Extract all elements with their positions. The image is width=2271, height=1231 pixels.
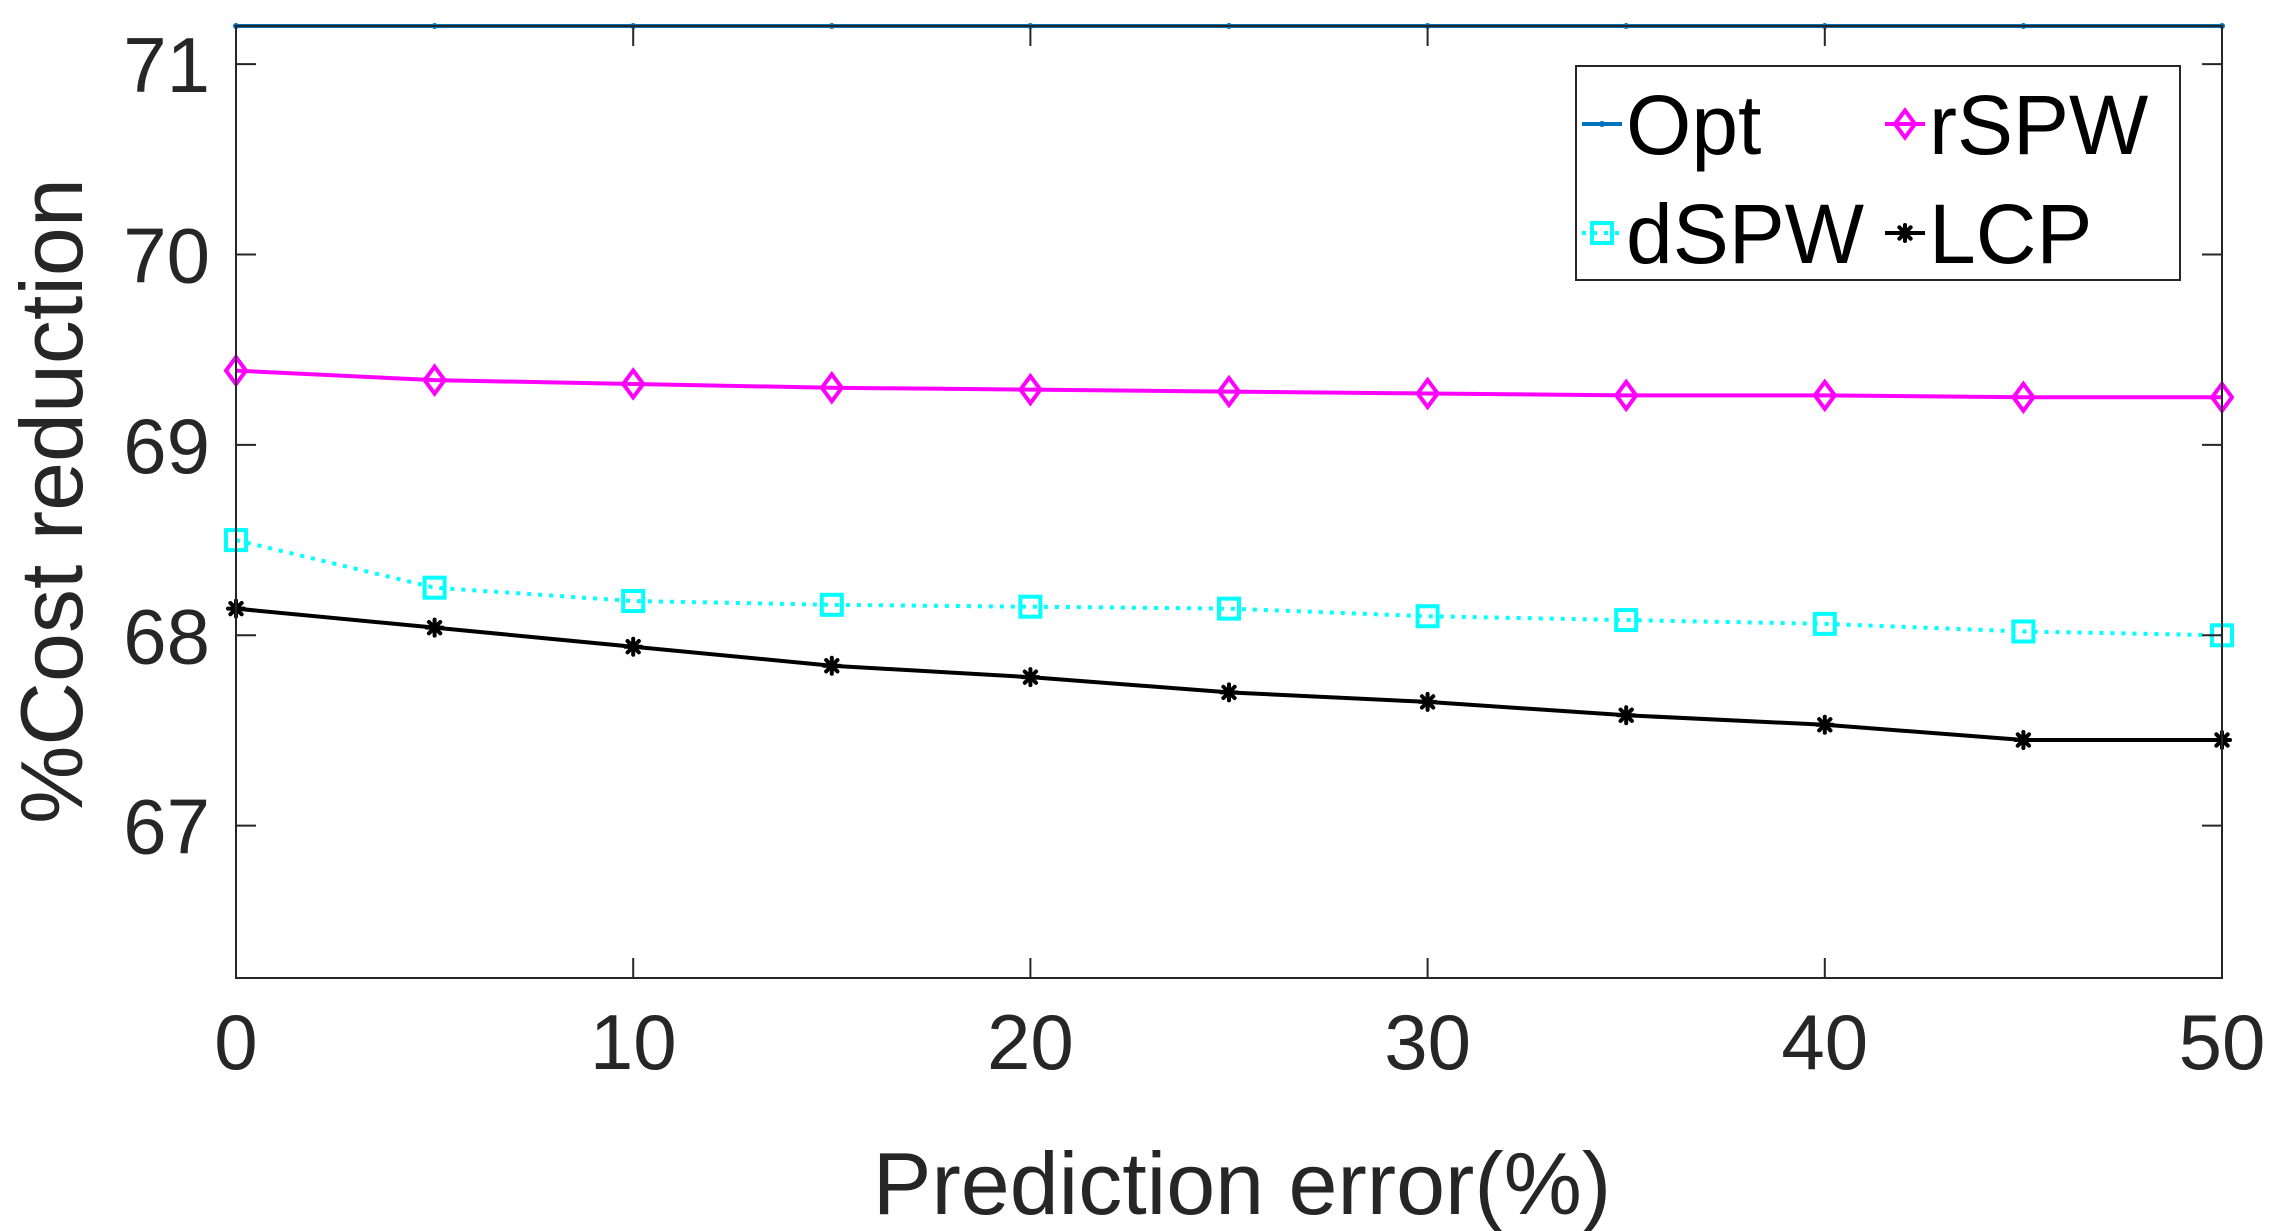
asterisk-stroke	[1419, 694, 1436, 710]
data-point-diamond	[1613, 378, 1639, 413]
asterisk-stroke	[2015, 732, 2032, 748]
data-point-dot	[1599, 121, 1605, 127]
data-point-asterisk	[623, 636, 644, 657]
x-tick-label: 50	[2179, 998, 2266, 1086]
data-point-diamond	[2010, 380, 2036, 415]
data-point-square	[422, 575, 447, 600]
asterisk-stroke	[824, 658, 840, 674]
data-point-diamond	[422, 363, 448, 398]
data-point-square	[1217, 596, 1241, 621]
x-tick-label: 30	[1384, 998, 1471, 1086]
x-axis-title: Prediction error(%)	[873, 1134, 1611, 1231]
asterisk-stroke	[625, 639, 641, 655]
data-point-square	[2011, 619, 2036, 644]
legend-label: LCP	[1929, 187, 2092, 281]
asterisk-stroke	[1221, 684, 1237, 701]
data-point-asterisk	[1895, 223, 1915, 243]
data-point-asterisk	[1814, 714, 1835, 735]
y-axis-title: %Cost reduction	[2, 178, 101, 824]
data-point-diamond	[819, 370, 845, 405]
data-point-diamond	[1017, 372, 1043, 407]
data-point-square	[1614, 608, 1639, 633]
y-tick-label: 71	[123, 21, 210, 109]
data-point-asterisk	[821, 655, 842, 676]
data-point-asterisk	[1616, 705, 1637, 726]
data-point-diamond	[1892, 107, 1918, 141]
asterisk-stroke	[1022, 669, 1039, 685]
series-dspw	[224, 528, 2234, 648]
legend-item-rspw: rSPW	[1885, 78, 2148, 172]
data-point-asterisk	[1417, 691, 1438, 712]
x-tick-label: 10	[590, 998, 677, 1086]
data-point-asterisk	[1020, 667, 1041, 688]
y-tick-label: 70	[123, 211, 210, 299]
x-tick-label: 0	[214, 998, 257, 1086]
y-tick-label: 68	[123, 592, 210, 680]
asterisk-stroke	[426, 620, 443, 636]
y-tick-label: 69	[123, 402, 210, 490]
series-rspw	[223, 353, 2235, 415]
data-point-asterisk	[2013, 730, 2034, 750]
data-point-diamond	[1415, 376, 1441, 411]
axes-frame	[235, 25, 2223, 979]
legend-item-dspw: dSPW	[1582, 187, 1864, 281]
data-point-asterisk	[424, 617, 445, 638]
data-point-asterisk	[1219, 682, 1239, 703]
data-point-diamond	[1216, 374, 1242, 409]
data-point-square	[819, 592, 844, 617]
asterisk-stroke	[1817, 717, 1833, 733]
data-point-square	[1590, 221, 1614, 245]
legend-box	[1575, 65, 2181, 281]
series-line-rspw	[235, 368, 2222, 400]
y-tick-label: 67	[123, 783, 210, 871]
data-point-diamond	[1812, 378, 1838, 413]
data-point-square	[621, 589, 646, 614]
legend-item-opt: Opt	[1582, 78, 1761, 172]
legend: Opt rSPW dSPW LCP	[1575, 65, 2181, 281]
data-point-square	[1415, 604, 1440, 629]
data-point-square	[1018, 594, 1043, 619]
series-line-dspw	[235, 538, 2223, 638]
x-tick-label: 20	[987, 998, 1074, 1086]
legend-item-lcp: LCP	[1885, 187, 2092, 281]
legend-label: Opt	[1626, 78, 1761, 172]
asterisk-stroke	[1618, 707, 1634, 723]
x-tick-label: 40	[1781, 998, 1868, 1086]
axes-layer: 0 10 20 30 40 50 67 68 69 70 71	[123, 21, 2265, 1086]
legend-label: rSPW	[1929, 78, 2148, 172]
asterisk-stroke	[1897, 225, 1913, 241]
series-lcp	[226, 598, 2232, 750]
data-point-square	[1812, 611, 1837, 636]
legend-label: dSPW	[1626, 187, 1864, 281]
data-point-diamond	[620, 367, 646, 401]
